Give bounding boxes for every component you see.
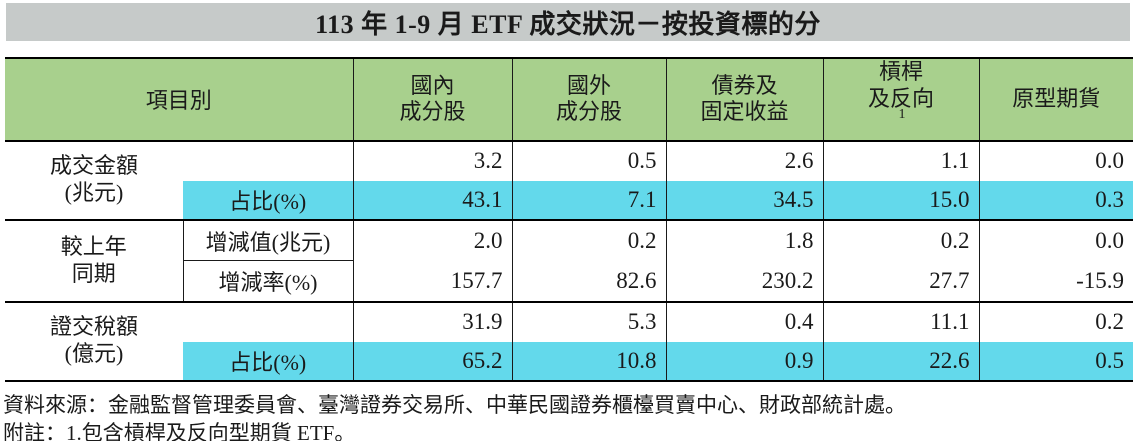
header-cell-leveraged-inverse: 槓桿 及反向 1 (822, 58, 980, 142)
row-sublabel-share: 占比(%) (183, 341, 354, 381)
header-cell-domestic-stocks: 國內 成分股 (352, 58, 513, 142)
value-cell: 0.0 (978, 140, 1134, 181)
value-cell: 1.1 (822, 140, 980, 181)
value-cell: 65.2 (352, 341, 513, 381)
value-cell: 0.0 (978, 218, 1134, 261)
header-line: 固定收益 (700, 99, 789, 125)
row-sublabel-share: 占比(%) (183, 180, 354, 220)
header-line: 國內 (410, 72, 455, 98)
value-cell: 2.6 (665, 140, 824, 181)
value-cell: 5.3 (511, 300, 667, 342)
value-cell: 0.2 (511, 218, 667, 261)
header-cell-item: 項目別 (5, 58, 354, 142)
group-label-line: (億元) (64, 341, 124, 367)
header-cell-plain-futures: 原型期貨 (978, 58, 1134, 142)
header-line: 成分股 (556, 99, 623, 125)
etf-statistics-table: 項目別 國內 成分股 國外 成分股 債券及 固定收益 槓桿 及反向 1 原型期貨 (5, 57, 1134, 382)
page-title-bar: 113 年 1-9 月 ETF 成交狀況－按投資標的分 (6, 3, 1130, 41)
header-line: 成分股 (399, 99, 466, 125)
group-label-line: 較上年 (60, 233, 127, 259)
group-label-line: (兆元) (64, 180, 124, 206)
value-cell: 15.0 (822, 180, 980, 220)
value-cell: 3.2 (352, 140, 513, 181)
header-line: 槓桿 (879, 59, 924, 84)
value-cell: 0.5 (978, 341, 1134, 381)
value-cell: 34.5 (665, 180, 824, 220)
value-cell: 0.2 (978, 300, 1134, 342)
value-cell: 31.9 (352, 300, 513, 342)
data-source-note: 資料來源：金融監督管理委員會、臺灣證券交易所、中華民國證券櫃檯買賣中心、財政部統… (3, 392, 906, 417)
value-cell: 0.4 (665, 300, 824, 342)
value-cell: 0.5 (511, 140, 667, 181)
value-cell: 157.7 (352, 260, 513, 302)
page-title: 113 年 1-9 月 ETF 成交狀況－按投資標的分 (315, 9, 821, 39)
group-label-yoy-change: 較上年 同期 (5, 218, 183, 302)
group-label-line: 同期 (71, 260, 116, 286)
table-header-row: 項目別 國內 成分股 國外 成分股 債券及 固定收益 槓桿 及反向 1 原型期貨 (5, 58, 1134, 142)
value-cell: 2.0 (352, 218, 513, 261)
table-footer: 資料來源：金融監督管理委員會、臺灣證券交易所、中華民國證券櫃檯買賣中心、財政部統… (3, 391, 1132, 441)
table-row-highlight: 占比(%) 43.1 7.1 34.5 15.0 0.3 (5, 180, 1134, 220)
header-line: 債券及 (711, 72, 778, 98)
value-cell: 0.2 (822, 218, 980, 261)
value-cell: 10.8 (511, 341, 667, 381)
row-sublabel (183, 300, 354, 342)
row-sublabel-change-rate: 增減率(%) (182, 260, 354, 302)
group-label-transaction-tax: 證交稅額 (億元) (5, 300, 183, 381)
table-row: 增減率(%) 157.7 82.6 230.2 27.7 -15.9 (5, 260, 1134, 302)
value-cell: 230.2 (665, 260, 824, 302)
footnote-marker: 1 (898, 106, 906, 122)
row-sublabel-change-value: 增減值(兆元) (182, 218, 354, 262)
header-item-label: 項目別 (145, 88, 212, 114)
table-row-highlight: 占比(%) 65.2 10.8 0.9 22.6 0.5 (5, 341, 1134, 381)
group-label-line: 成交金額 (49, 153, 138, 179)
group-label-trading-amount: 成交金額 (兆元) (5, 141, 183, 220)
value-cell: 22.6 (822, 341, 980, 381)
header-cell-foreign-stocks: 國外 成分股 (511, 58, 667, 142)
value-cell: 7.1 (511, 180, 667, 220)
row-sublabel (183, 141, 353, 181)
group-label-line: 證交稅額 (49, 314, 138, 340)
value-cell: -15.9 (978, 260, 1134, 302)
table-row: 成交金額 (兆元) 3.2 0.5 2.6 1.1 0.0 (5, 140, 1134, 205)
header-line: 國外 (567, 72, 612, 98)
value-cell: 43.1 (352, 180, 513, 220)
value-cell: 0.9 (665, 341, 824, 381)
table-row: 證交稅額 (億元) 31.9 5.3 0.4 11.1 0.2 (5, 300, 1134, 381)
header-line: 原型期貨 (1012, 85, 1101, 111)
header-line: 及反向 1 (824, 86, 979, 140)
value-cell: 11.1 (822, 300, 980, 342)
value-cell: 82.6 (511, 260, 667, 302)
table-row: 較上年 同期 增減值(兆元) 2.0 0.2 1.8 0.2 0.0 (5, 218, 1134, 302)
value-cell: 27.7 (822, 260, 980, 302)
header-cell-bonds-fixed-income: 債券及 固定收益 (665, 58, 824, 142)
footnote: 附註：1.包含槓桿及反向型期貨 ETF。 (3, 421, 356, 441)
value-cell: 0.3 (978, 180, 1134, 220)
value-cell: 1.8 (665, 218, 824, 261)
header-line-text: 及反向 (868, 85, 935, 111)
